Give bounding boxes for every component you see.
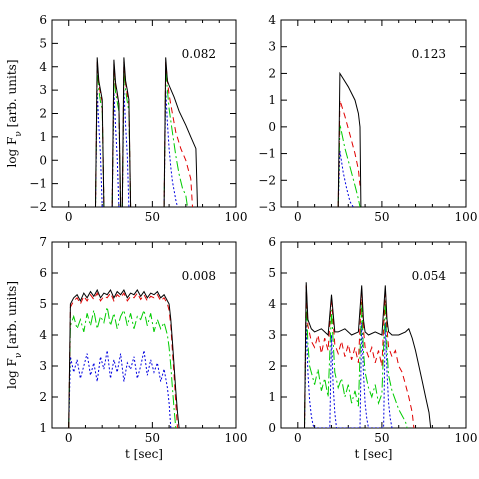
x-axis-title: t [sec] [355,447,393,461]
x-tick-label: 50 [374,431,389,445]
y-tick-label: 4 [268,13,276,27]
y-axis-title: log Fν [arb. units] [5,281,24,389]
y-tick-label: 1 [39,421,47,435]
series-line [68,288,180,428]
y-tick-label: 5 [268,266,276,280]
panel-label: 0.082 [182,47,216,61]
y-tick-label: 1 [268,93,276,107]
series-line [304,322,393,428]
y-tick-label: 3 [39,83,47,97]
y-tick-label: 2 [268,66,276,80]
x-tick-label: 0 [65,210,73,224]
chart-panel: 1 2 3 4 5 6 7 0 50 100 0.008 t [sec] log Fν [arb. un… [5,235,247,461]
y-tick-label: −1 [29,177,47,191]
y-tick-label: −1 [258,147,276,161]
series-line [304,285,415,428]
x-axis-title: t [sec] [125,447,163,461]
y-axis-title-units: [arb. units] [5,281,19,353]
y-tick-label: 4 [39,60,47,74]
series-line [337,124,361,207]
x-tick-label: 50 [374,210,389,224]
series-line [95,57,198,207]
y-tick-label: 3 [268,328,276,342]
y-tick-label: 6 [39,13,47,27]
x-tick-label: 50 [145,210,160,224]
x-tick-label: 50 [145,431,160,445]
y-tick-label: 7 [39,235,47,249]
series-line [68,350,172,428]
y-tick-label: 3 [268,40,276,54]
y-axis-title-main: log F [5,358,19,389]
y-axis-title: log Fν [arb. units] [5,59,24,167]
x-tick-label: 0 [65,431,73,445]
y-axis-title-subscript: ν [14,353,24,358]
series-line [95,69,188,207]
x-tick-label: 0 [294,210,302,224]
y-tick-label: 4 [268,297,276,311]
x-tick-label: 100 [455,431,478,445]
y-tick-label: 0 [39,153,47,167]
y-tick-label: −2 [29,200,47,214]
y-tick-label: 3 [39,359,47,373]
y-tick-label: 1 [268,390,276,404]
y-tick-label: 5 [39,36,47,50]
panel-label: 0.054 [412,269,447,283]
x-tick-label: 100 [225,431,248,445]
y-tick-label: 2 [39,390,47,404]
x-tick-label: 0 [294,431,302,445]
series-line [304,297,408,428]
y-tick-label: 4 [39,328,47,342]
series-line [95,90,178,207]
y-axis-title-subscript: ν [14,131,24,136]
y-tick-label: 1 [39,130,47,144]
y-tick-label: 2 [268,359,276,373]
y-tick-label: 0 [268,120,276,134]
y-tick-label: 0 [268,421,276,435]
series-line [68,291,178,428]
series-line [337,150,354,207]
y-tick-label: 6 [268,235,276,249]
y-tick-label: 5 [39,297,47,311]
series-line [304,282,432,428]
x-tick-label: 100 [225,210,248,224]
y-tick-label: 2 [39,107,47,121]
series-line [95,62,193,207]
series-line [337,71,362,207]
series-line [337,99,361,207]
y-tick-label: −3 [258,200,276,214]
y-tick-label: 6 [39,266,47,280]
chart-panel: 0 1 2 3 4 5 6 0 50 100 0.054 t [sec] [268,235,477,461]
chart-panel: −3 −2 −1 0 1 2 3 4 0 50 100 0.123 [258,13,477,224]
y-tick-label: −2 [258,173,276,187]
x-tick-label: 100 [455,210,478,224]
panel-label: 0.123 [412,47,446,61]
panel-label: 0.008 [182,269,216,283]
y-axis-title-main: log F [5,137,19,168]
chart-panel: −2 −1 0 1 2 3 4 5 6 0 50 100 0.082 log Fν [arb. units… [5,13,247,224]
plot-frame [280,19,467,208]
y-axis-title-units: [arb. units] [5,59,19,131]
series-line [68,306,177,428]
